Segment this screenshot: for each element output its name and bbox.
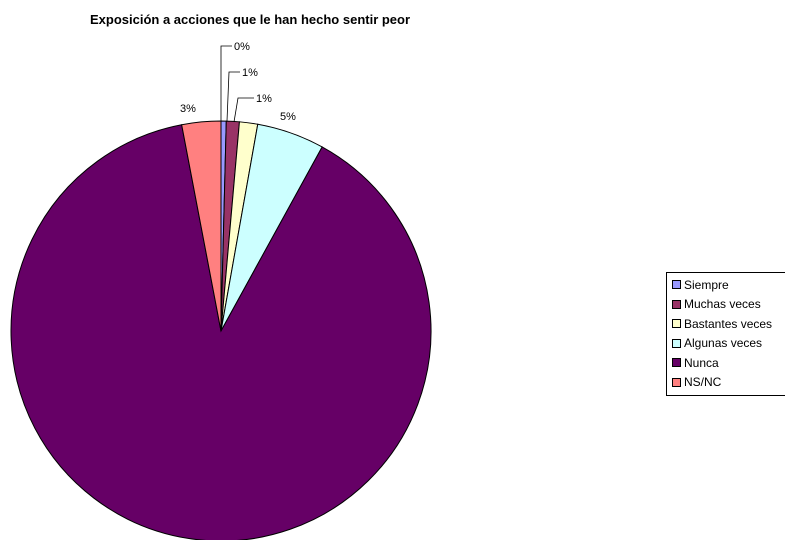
leader-line — [220, 45, 232, 121]
legend-item: Bastantes veces — [672, 314, 785, 334]
legend-label: Bastantes veces — [684, 316, 773, 331]
data-label: 1% — [242, 67, 258, 79]
leader-lines — [220, 45, 254, 123]
data-label: 5% — [280, 111, 296, 123]
chart-legend: Siempre Muchas veces Bastantes veces Alguna… — [666, 272, 785, 396]
legend-swatch — [672, 299, 681, 309]
legend-item: Siempre — [672, 275, 785, 295]
data-label: 1% — [256, 93, 272, 105]
legend-label: Nunca — [684, 355, 719, 370]
data-label: 0% — [234, 41, 250, 53]
legend-label: NS/NC — [684, 375, 722, 390]
leader-line — [233, 97, 254, 123]
leader-line — [226, 71, 240, 122]
legend-swatch — [672, 280, 681, 290]
pie-slice-nunca — [10, 124, 432, 540]
legend-item: NS/NC — [672, 373, 785, 393]
data-labels: 0% 1% 1% 5% 3% — [180, 41, 296, 123]
legend-swatch — [672, 338, 681, 348]
legend-item: Muchas veces — [672, 295, 785, 315]
legend-label: Algunas veces — [684, 336, 763, 351]
legend-swatch — [672, 377, 681, 387]
legend-label: Muchas veces — [684, 297, 761, 312]
legend-item: Algunas veces — [672, 334, 785, 354]
pie-slices — [10, 120, 432, 540]
legend-swatch — [672, 358, 681, 368]
legend-swatch — [672, 319, 681, 329]
legend-item: Nunca — [672, 353, 785, 373]
legend-label: Siempre — [684, 277, 729, 292]
data-label: 3% — [180, 103, 196, 115]
chart-title: Exposición a acciones que le han hecho s… — [90, 12, 410, 27]
